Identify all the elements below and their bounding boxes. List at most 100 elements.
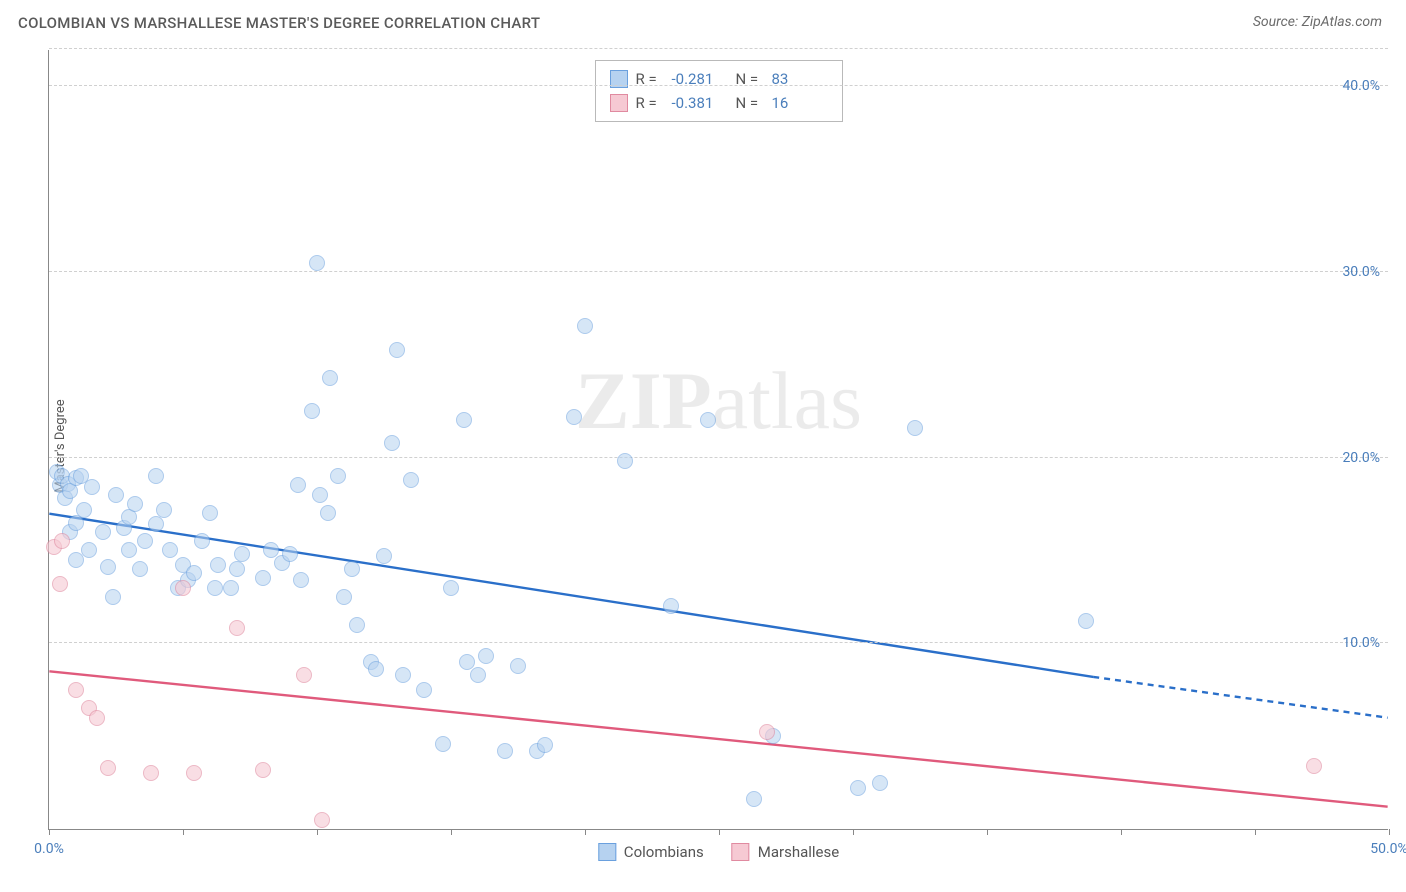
- watermark: ZIPatlas: [575, 354, 862, 448]
- data-point: [229, 561, 245, 577]
- data-point: [907, 420, 923, 436]
- data-point: [435, 736, 451, 752]
- data-point: [384, 435, 400, 451]
- x-tick: [719, 829, 720, 835]
- data-point: [376, 548, 392, 564]
- data-point: [207, 580, 223, 596]
- data-point: [349, 617, 365, 633]
- data-point: [322, 370, 338, 386]
- data-point: [100, 559, 116, 575]
- x-tick: [183, 829, 184, 835]
- x-tick: [987, 829, 988, 835]
- data-point: [1306, 758, 1322, 774]
- data-point: [121, 542, 137, 558]
- data-point: [143, 765, 159, 781]
- data-point: [95, 524, 111, 540]
- data-point: [497, 743, 513, 759]
- data-point: [282, 546, 298, 562]
- data-point: [229, 620, 245, 636]
- stats-row-colombians: R = -0.281 N = 83: [610, 67, 828, 91]
- data-point: [850, 780, 866, 796]
- data-point: [537, 737, 553, 753]
- gridline: [49, 457, 1388, 458]
- data-point: [759, 724, 775, 740]
- gridline: [49, 48, 1388, 49]
- y-tick-label: 10.0%: [1342, 635, 1380, 651]
- data-point: [76, 502, 92, 518]
- data-point: [84, 479, 100, 495]
- data-point: [617, 453, 633, 469]
- x-tick: [1255, 829, 1256, 835]
- data-point: [663, 598, 679, 614]
- data-point: [68, 682, 84, 698]
- data-point: [89, 710, 105, 726]
- data-point: [470, 667, 486, 683]
- data-point: [108, 487, 124, 503]
- data-point: [336, 589, 352, 605]
- data-point: [309, 255, 325, 271]
- y-tick-label: 20.0%: [1342, 450, 1380, 466]
- data-point: [314, 812, 330, 828]
- data-point: [416, 682, 432, 698]
- data-point: [127, 496, 143, 512]
- data-point: [577, 318, 593, 334]
- source-label: Source: ZipAtlas.com: [1253, 14, 1382, 30]
- chart-legend: Colombians Marshallese: [598, 843, 839, 861]
- x-tick: [49, 829, 50, 835]
- data-point: [52, 576, 68, 592]
- data-point: [330, 468, 346, 484]
- x-tick: [853, 829, 854, 835]
- data-point: [395, 667, 411, 683]
- data-point: [148, 468, 164, 484]
- data-point: [312, 487, 328, 503]
- x-tick-label: 50.0%: [1370, 841, 1406, 857]
- data-point: [443, 580, 459, 596]
- legend-item-colombians: Colombians: [598, 843, 704, 861]
- stats-row-marshallese: R = -0.381 N = 16: [610, 91, 828, 115]
- gridline: [49, 271, 1388, 272]
- data-point: [194, 533, 210, 549]
- y-tick-label: 40.0%: [1342, 78, 1380, 94]
- chart-title: COLOMBIAN VS MARSHALLESE MASTER'S DEGREE…: [18, 14, 540, 32]
- data-point: [566, 409, 582, 425]
- gridline: [49, 85, 1388, 86]
- swatch-icon: [732, 843, 750, 861]
- x-tick: [1121, 829, 1122, 835]
- legend-item-marshallese: Marshallese: [732, 843, 839, 861]
- data-point: [156, 502, 172, 518]
- data-point: [100, 760, 116, 776]
- data-point: [456, 412, 472, 428]
- data-point: [296, 667, 312, 683]
- x-tick: [585, 829, 586, 835]
- data-point: [210, 557, 226, 573]
- x-tick: [317, 829, 318, 835]
- x-tick-label: 0.0%: [34, 841, 64, 857]
- scatter-chart: ZIPatlas R = -0.281 N = 83 R = -0.381 N …: [48, 50, 1388, 830]
- data-point: [746, 791, 762, 807]
- data-point: [293, 572, 309, 588]
- data-point: [105, 589, 121, 605]
- data-point: [700, 412, 716, 428]
- data-point: [255, 570, 271, 586]
- data-point: [175, 580, 191, 596]
- data-point: [510, 658, 526, 674]
- data-point: [137, 533, 153, 549]
- data-point: [403, 472, 419, 488]
- data-point: [368, 661, 384, 677]
- stats-box: R = -0.281 N = 83 R = -0.381 N = 16: [595, 60, 843, 122]
- data-point: [223, 580, 239, 596]
- swatch-icon: [598, 843, 616, 861]
- data-point: [1078, 613, 1094, 629]
- data-point: [344, 561, 360, 577]
- data-point: [54, 533, 70, 549]
- swatch-icon: [610, 94, 628, 112]
- data-point: [234, 546, 250, 562]
- x-tick: [451, 829, 452, 835]
- data-point: [304, 403, 320, 419]
- x-tick: [1389, 829, 1390, 835]
- data-point: [186, 565, 202, 581]
- data-point: [320, 505, 336, 521]
- data-point: [290, 477, 306, 493]
- data-point: [186, 765, 202, 781]
- data-point: [478, 648, 494, 664]
